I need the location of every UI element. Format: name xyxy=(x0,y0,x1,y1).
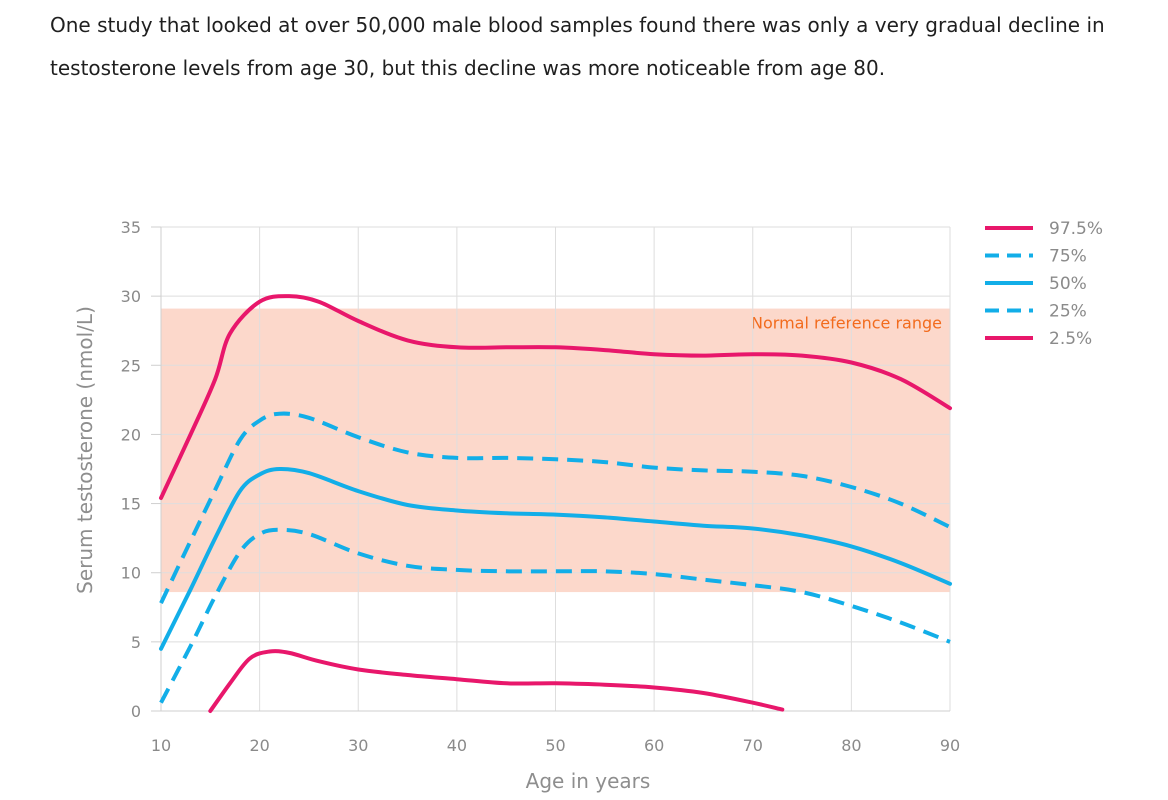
y-tick-label: 5 xyxy=(131,633,141,652)
y-tick-label: 35 xyxy=(121,218,141,237)
reference-band-label: Normal reference range xyxy=(751,314,942,333)
y-tick-label: 0 xyxy=(131,702,141,721)
y-axis-label: Serum testosterone (nmol/L) xyxy=(73,306,97,594)
legend-label-2-5pct: 2.5% xyxy=(1049,329,1092,349)
series-line-25pct xyxy=(159,527,951,704)
series-line-50pct xyxy=(159,466,952,651)
legend-label-50pct: 50% xyxy=(1049,274,1087,294)
tick-labels-layer: 0 5 10 15 20 25 30 35 10 20 30 40 50 60 70 80 90 xyxy=(121,218,961,755)
y-tick-label: 15 xyxy=(121,495,141,514)
series-lines-layer xyxy=(159,294,952,713)
x-axis-label: Age in years xyxy=(526,769,651,793)
x-tick-label: 50 xyxy=(545,736,565,755)
x-tick-label: 40 xyxy=(447,736,467,755)
legend-label-25pct: 25% xyxy=(1049,302,1087,322)
x-tick-label: 90 xyxy=(940,736,960,755)
series-line-97-5pct xyxy=(159,294,952,500)
x-tick-label: 60 xyxy=(644,736,664,755)
y-tick-label: 30 xyxy=(121,287,141,306)
y-tick-label: 20 xyxy=(121,425,141,444)
x-tick-label: 30 xyxy=(348,736,368,755)
y-tick-label: 25 xyxy=(121,356,141,375)
legend: 97.5% 75% 50% 25% 2.5% xyxy=(985,219,1103,349)
x-tick-label: 70 xyxy=(743,736,763,755)
legend-label-97-5pct: 97.5% xyxy=(1049,219,1103,239)
legend-label-75pct: 75% xyxy=(1049,247,1087,267)
y-tick-label: 10 xyxy=(121,564,141,583)
series-line-75pct xyxy=(159,411,951,604)
intro-paragraph: One study that looked at over 50,000 mal… xyxy=(50,13,1105,80)
series-line-2-5pct xyxy=(208,649,785,713)
x-tick-label: 20 xyxy=(249,736,269,755)
x-tick-label: 10 xyxy=(151,736,171,755)
x-tick-label: 80 xyxy=(841,736,861,755)
